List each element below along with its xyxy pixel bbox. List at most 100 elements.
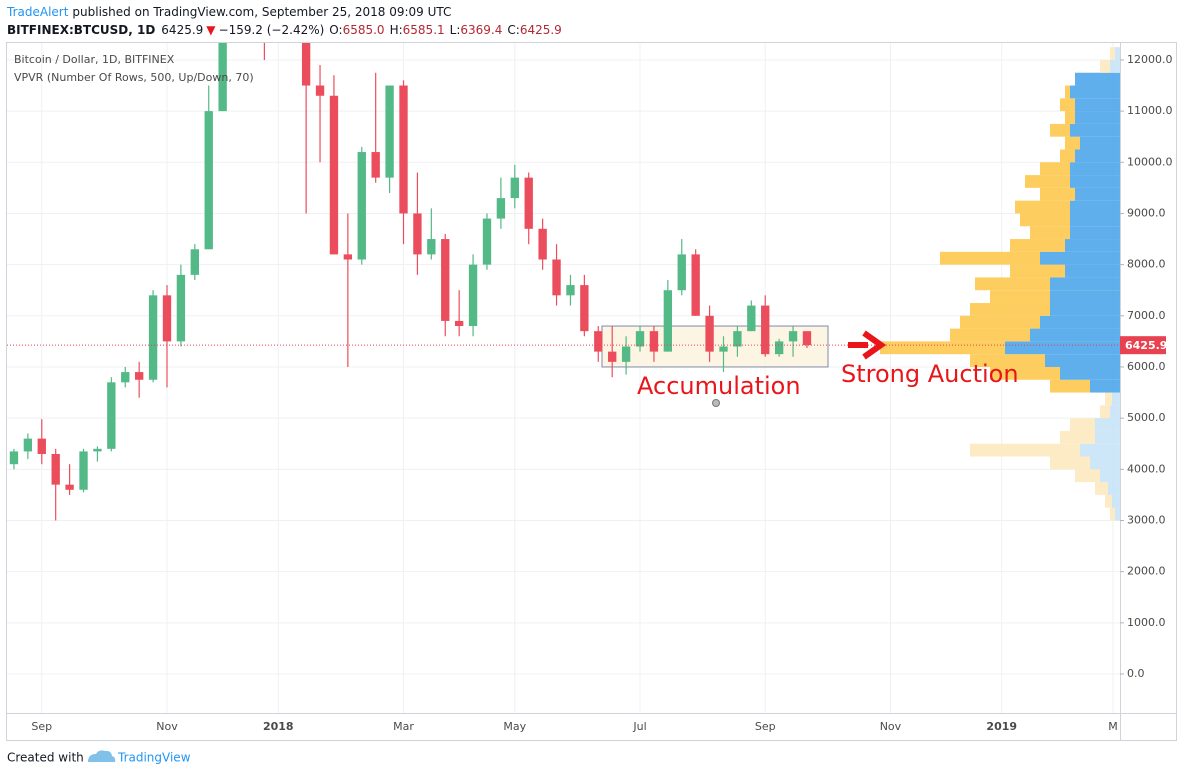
candle-body bbox=[23, 438, 33, 452]
candle-body bbox=[580, 285, 589, 332]
profile-bar bbox=[1040, 315, 1120, 329]
profile-bar bbox=[1090, 456, 1120, 470]
profile-bar bbox=[1075, 469, 1100, 483]
profile-bar bbox=[990, 290, 1050, 304]
ohlc-value: 6585.0 bbox=[343, 23, 385, 37]
candle-body bbox=[301, 43, 311, 86]
candle-body bbox=[677, 254, 686, 291]
candle-body bbox=[107, 382, 116, 449]
profile-bar bbox=[1050, 379, 1090, 393]
profile-bar bbox=[1065, 136, 1080, 150]
footer-brand[interactable]: TradingView bbox=[117, 751, 191, 765]
x-tick-label: May bbox=[503, 720, 526, 733]
candle-body bbox=[190, 249, 199, 275]
profile-bar bbox=[1070, 418, 1095, 431]
candle-body bbox=[9, 451, 19, 465]
profile-bar bbox=[1065, 239, 1120, 252]
last-price-box bbox=[1120, 336, 1166, 355]
profile-bar bbox=[1112, 392, 1120, 406]
candle-body bbox=[608, 351, 617, 362]
candle-body bbox=[343, 254, 353, 260]
x-tick-label: Nov bbox=[880, 720, 902, 733]
profile-bar bbox=[950, 328, 1030, 342]
candle-body bbox=[635, 331, 645, 347]
profile-bar bbox=[1060, 149, 1075, 163]
y-tick-label: 4000.0 bbox=[1127, 462, 1166, 475]
x-tick-label: Mar bbox=[393, 720, 414, 733]
profile-bar bbox=[1065, 85, 1070, 99]
profile-bar bbox=[1115, 507, 1120, 521]
profile-bar bbox=[1095, 482, 1108, 495]
profile-bar bbox=[1112, 494, 1120, 508]
candle-body bbox=[93, 448, 102, 452]
candle-body bbox=[399, 85, 408, 214]
arrow bbox=[848, 330, 887, 360]
candle-body bbox=[733, 331, 742, 347]
profile-bar bbox=[1010, 264, 1065, 278]
profile-bar bbox=[1075, 149, 1120, 163]
symbol: BITFINEX:BTCUSD, 1D bbox=[7, 23, 155, 37]
candle-body bbox=[719, 346, 728, 352]
candle-body bbox=[621, 346, 631, 362]
x-tick-label: Sep bbox=[31, 720, 52, 733]
candle-body bbox=[357, 152, 366, 260]
y-tick-label: 10000.0 bbox=[1127, 155, 1173, 168]
profile-bar bbox=[1060, 98, 1075, 112]
profile-bar bbox=[1105, 392, 1112, 406]
y-tick-label: 9000.0 bbox=[1127, 206, 1166, 219]
candle-body bbox=[329, 95, 339, 255]
y-tick-label: 3000.0 bbox=[1127, 513, 1166, 526]
ohlc-key: L: bbox=[450, 23, 461, 37]
indicator-label: VPVR (Number Of Rows, 500, Up/Down, 70) bbox=[14, 71, 254, 84]
candle-body bbox=[552, 259, 561, 296]
candle-body bbox=[176, 274, 186, 342]
candle-body bbox=[496, 198, 506, 219]
candle-body bbox=[649, 331, 659, 352]
candle-body bbox=[524, 177, 533, 229]
profile-bar bbox=[1030, 226, 1070, 240]
profile-bar bbox=[1070, 226, 1120, 240]
x-tick-label: 2019 bbox=[986, 720, 1017, 733]
x-tick-label: 2018 bbox=[263, 720, 294, 733]
candle-body bbox=[594, 331, 603, 352]
candle-body bbox=[371, 152, 380, 178]
profile-bar bbox=[1090, 379, 1120, 393]
candle-body bbox=[538, 228, 547, 260]
profile-bar bbox=[1075, 98, 1120, 112]
profile-bar bbox=[1030, 328, 1120, 342]
y-tick-label: 0.0 bbox=[1127, 667, 1145, 680]
profile-bar bbox=[1050, 277, 1120, 291]
profile-bar bbox=[1050, 303, 1120, 316]
candle-body bbox=[65, 484, 74, 490]
candle-body bbox=[468, 264, 478, 327]
profile-bar bbox=[960, 315, 1040, 329]
footer-text: Created with bbox=[7, 751, 84, 765]
candle-body bbox=[802, 331, 812, 346]
candle-body bbox=[566, 285, 575, 296]
profile-bar bbox=[1040, 251, 1120, 265]
published: published on TradingView.com, September … bbox=[72, 5, 451, 19]
annotation: Accumulation bbox=[637, 372, 801, 400]
symbol-line: BITFINEX:BTCUSD, 1D 6425.9 ▼ −159.2 (−2.42%… bbox=[7, 23, 562, 37]
logo bbox=[88, 750, 116, 762]
profile-bar bbox=[1070, 123, 1120, 137]
profile-bar bbox=[1070, 162, 1120, 176]
profile-bar bbox=[940, 251, 1040, 265]
author[interactable]: TradeAlert bbox=[6, 5, 69, 19]
profile-bar bbox=[1060, 366, 1120, 380]
change: −159.2 (−2.42%) bbox=[219, 23, 325, 37]
profile-bar bbox=[1070, 85, 1120, 99]
profile-bar bbox=[1010, 239, 1065, 252]
profile-bar bbox=[1075, 187, 1120, 201]
profile-bar bbox=[880, 341, 1005, 355]
x-tick-label: Jul bbox=[632, 720, 646, 733]
volume-profile bbox=[880, 47, 1120, 521]
candle-body bbox=[37, 438, 46, 454]
profile-bar bbox=[1110, 405, 1120, 419]
profile-bar bbox=[1060, 430, 1095, 444]
candle-body bbox=[761, 305, 770, 355]
profile-bar bbox=[1050, 290, 1120, 304]
ohlc-key: C: bbox=[507, 23, 519, 37]
candle-body bbox=[79, 451, 88, 490]
